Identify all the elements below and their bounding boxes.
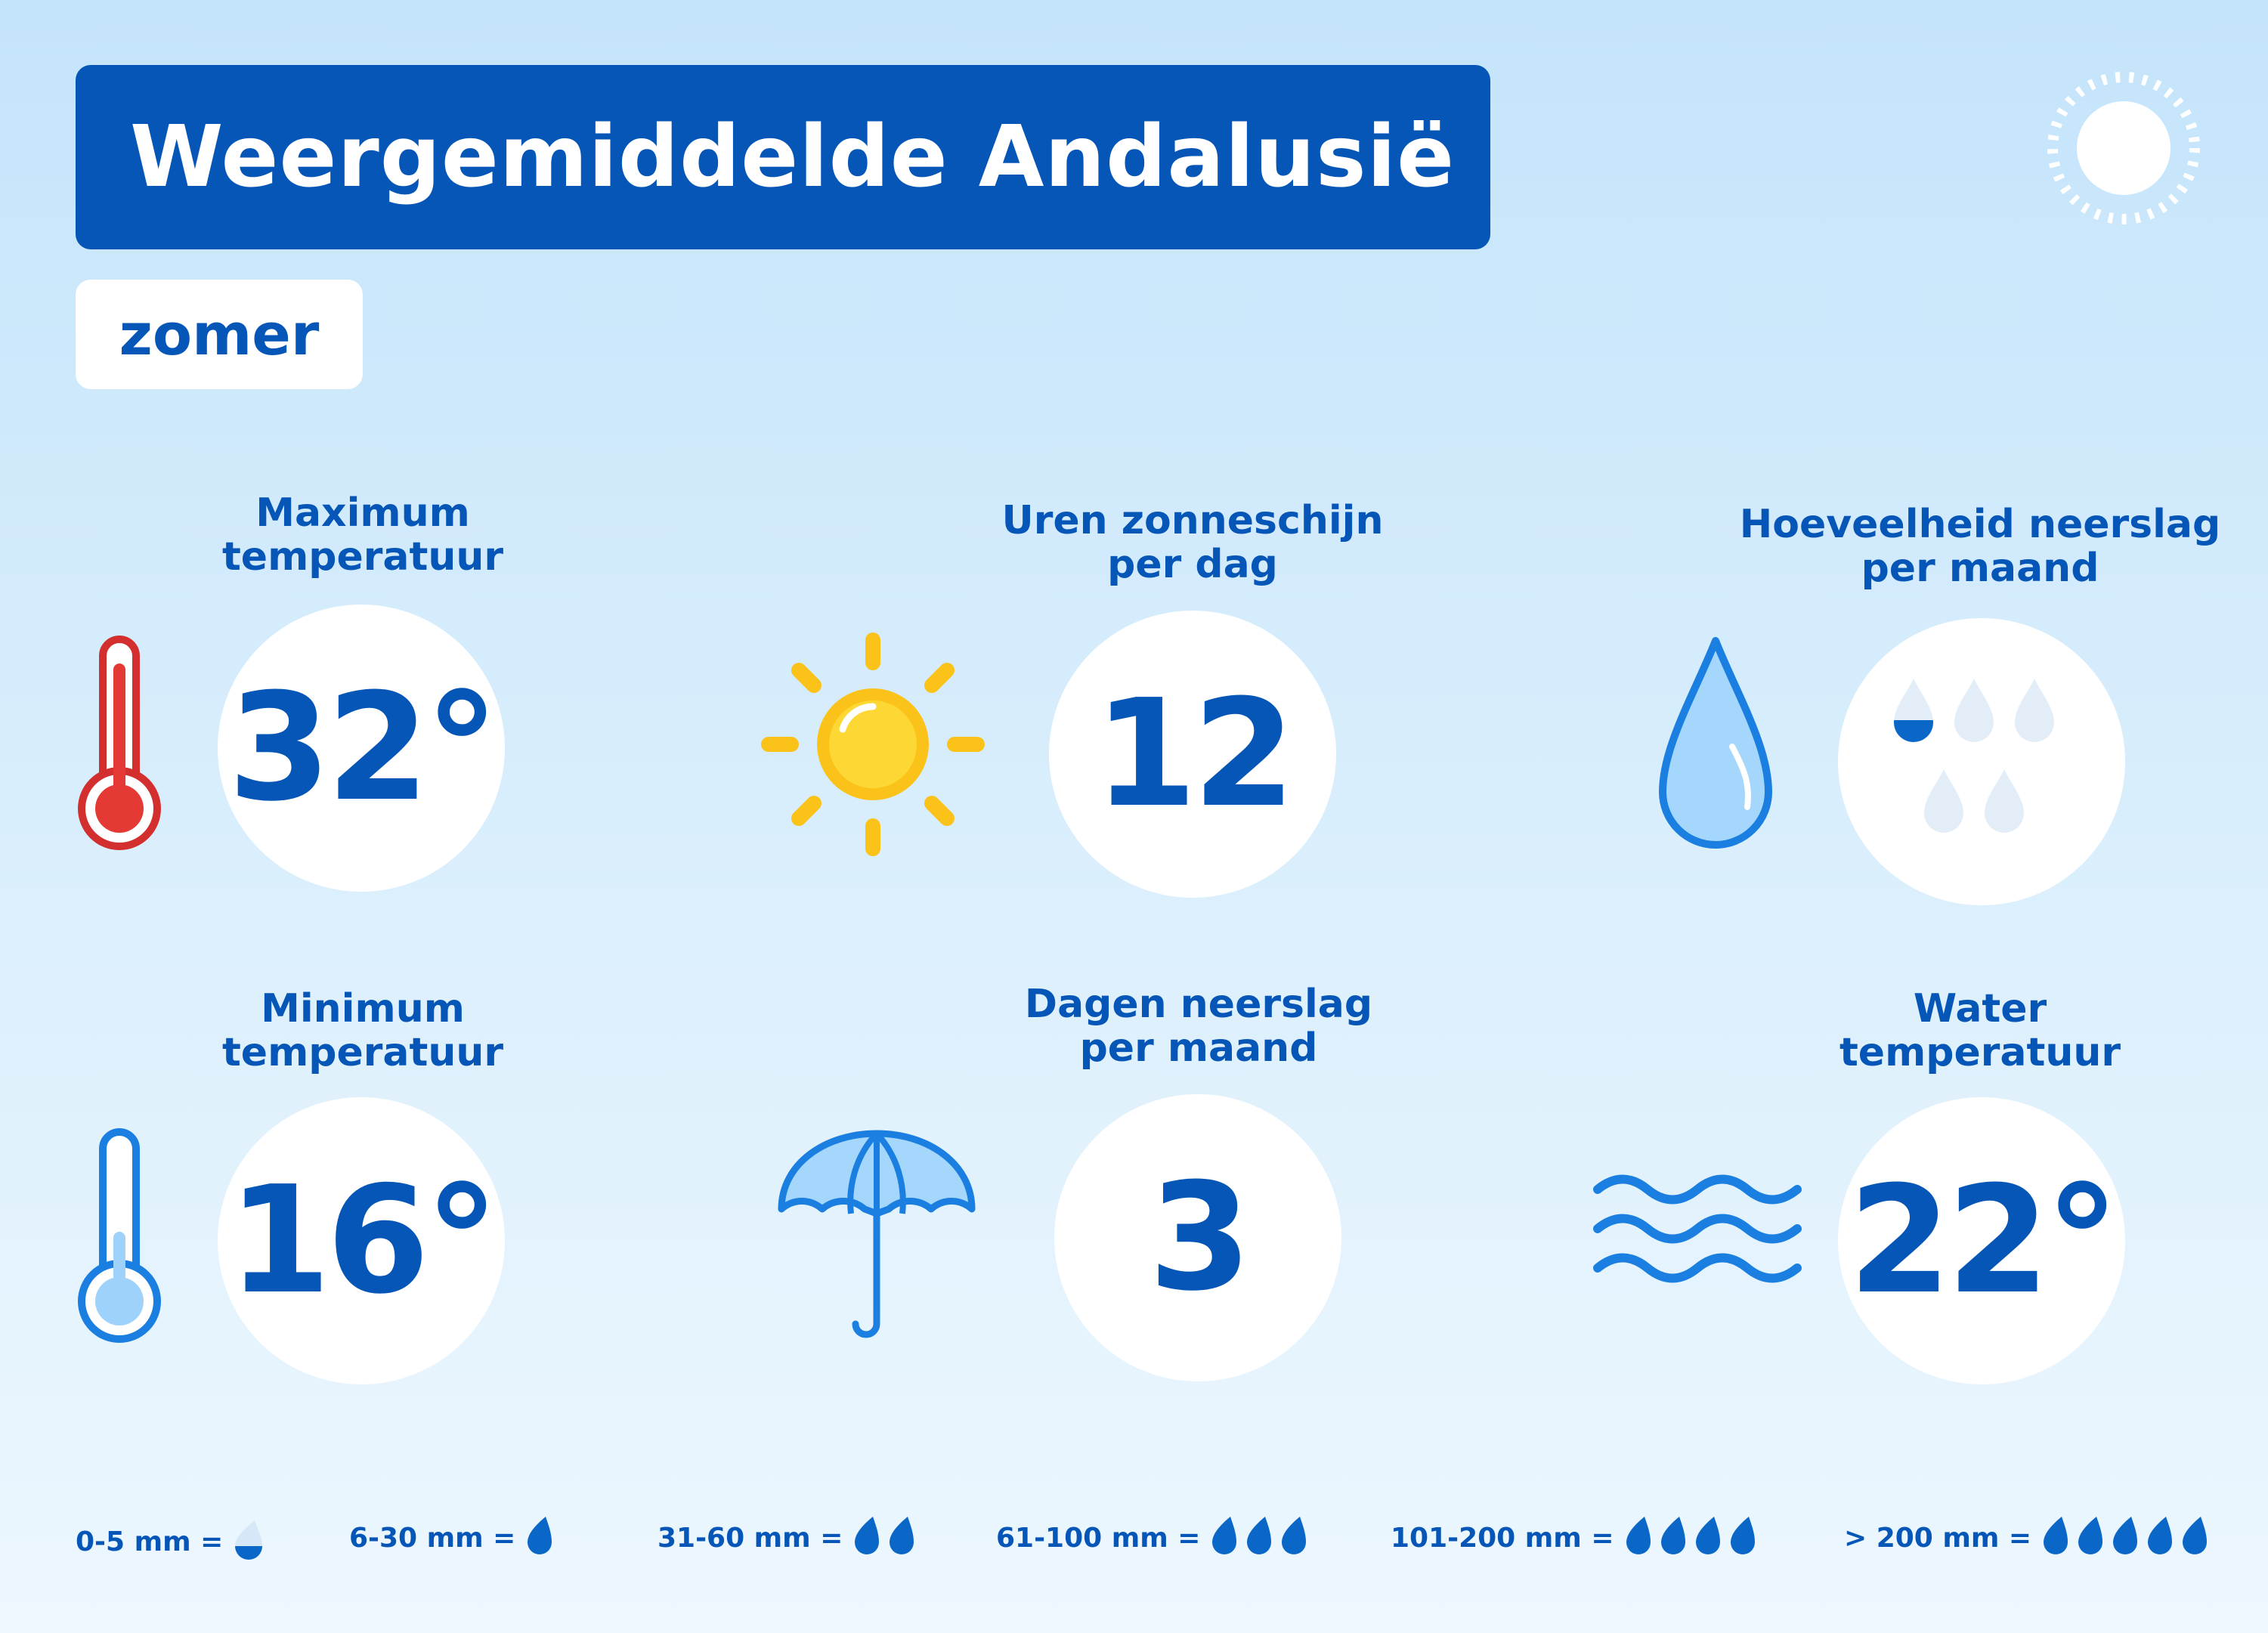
- season-label: zomer: [119, 301, 320, 368]
- min-temp-value: 16°: [227, 1155, 500, 1327]
- sun-hours-value: 12: [1094, 668, 1296, 840]
- min-temp-circle: 16°: [218, 1097, 505, 1384]
- legend-item: 6-30 mm =: [349, 1515, 553, 1560]
- max-temp-circle: 32°: [218, 605, 505, 892]
- raindrop-icon: [2044, 1517, 2068, 1554]
- legend-label: 31-60 mm =: [658, 1522, 843, 1554]
- season-badge: zomer: [76, 280, 363, 389]
- legend-label: > 200 mm =: [1844, 1522, 2032, 1554]
- legend-item: 61-100 mm =: [996, 1515, 1307, 1560]
- waves-icon: [1593, 1174, 1802, 1283]
- raindrop-icon: [1660, 1517, 1685, 1554]
- precip-drops-indicator: [1894, 679, 2054, 833]
- legend-label: 0-5 mm =: [76, 1526, 224, 1557]
- legend-item: 0-5 mm =: [76, 1519, 264, 1564]
- sun-hours-label: Uren zonneschijn per dag: [1001, 498, 1384, 587]
- title-banner: Weergemiddelde Andalusië: [76, 65, 1490, 249]
- legend-item: 31-60 mm =: [658, 1515, 915, 1560]
- sun-icon: [761, 632, 985, 856]
- water-temp-value: 22°: [1848, 1155, 2120, 1327]
- water-temp-circle: 22°: [1838, 1097, 2125, 1384]
- raindrop-icon: [855, 1517, 880, 1554]
- precip-amount-label: Hoeveelheid neerslag per maand: [1739, 502, 2221, 591]
- legend-item: > 200 mm =: [1844, 1515, 2208, 1560]
- legend-label: 101-200 mm =: [1391, 1522, 1614, 1554]
- water-temp-label: Water temperatuur: [1839, 986, 2121, 1075]
- legend-label: 6-30 mm =: [349, 1522, 516, 1554]
- raindrop-icon: [2183, 1517, 2208, 1554]
- thermometer-hot-icon: [78, 636, 161, 850]
- raindrop-icon: [2113, 1517, 2138, 1554]
- min-temp-label: Minimum temperatuur: [221, 986, 504, 1075]
- precip-days-circle: 3: [1054, 1094, 1341, 1381]
- raindrop-icon: [1212, 1517, 1237, 1554]
- raindrop-icon: [2148, 1517, 2173, 1554]
- raindrop-icon: [1659, 637, 1772, 849]
- raindrop-icon: [2078, 1517, 2103, 1554]
- legend-label: 61-100 mm =: [996, 1522, 1201, 1554]
- raindrop-icon: [1695, 1517, 1720, 1554]
- raindrop-partial-icon: [235, 1520, 263, 1560]
- umbrella-icon: [778, 1130, 976, 1338]
- max-temp-label: Maximum temperatuur: [221, 490, 504, 580]
- legend-item: 101-200 mm =: [1391, 1515, 1756, 1560]
- raindrop-icon: [528, 1517, 552, 1554]
- precip-amount-circle: [1838, 618, 2125, 905]
- raindrop-icon: [1626, 1517, 1651, 1554]
- raindrop-icon: [890, 1517, 914, 1554]
- precip-days-label: Dagen neerslag per maand: [1024, 982, 1373, 1071]
- max-temp-value: 32°: [227, 662, 500, 834]
- page-title: Weergemiddelde Andalusië: [130, 108, 1456, 206]
- sun-hours-circle: 12: [1049, 611, 1336, 898]
- thermometer-cold-icon: [78, 1128, 161, 1343]
- raindrop-icon: [1730, 1517, 1755, 1554]
- raindrop-icon: [1282, 1517, 1307, 1554]
- raindrop-icon: [1247, 1517, 1272, 1554]
- sun-logo-icon: [2047, 72, 2200, 224]
- precip-days-value: 3: [1148, 1152, 1252, 1324]
